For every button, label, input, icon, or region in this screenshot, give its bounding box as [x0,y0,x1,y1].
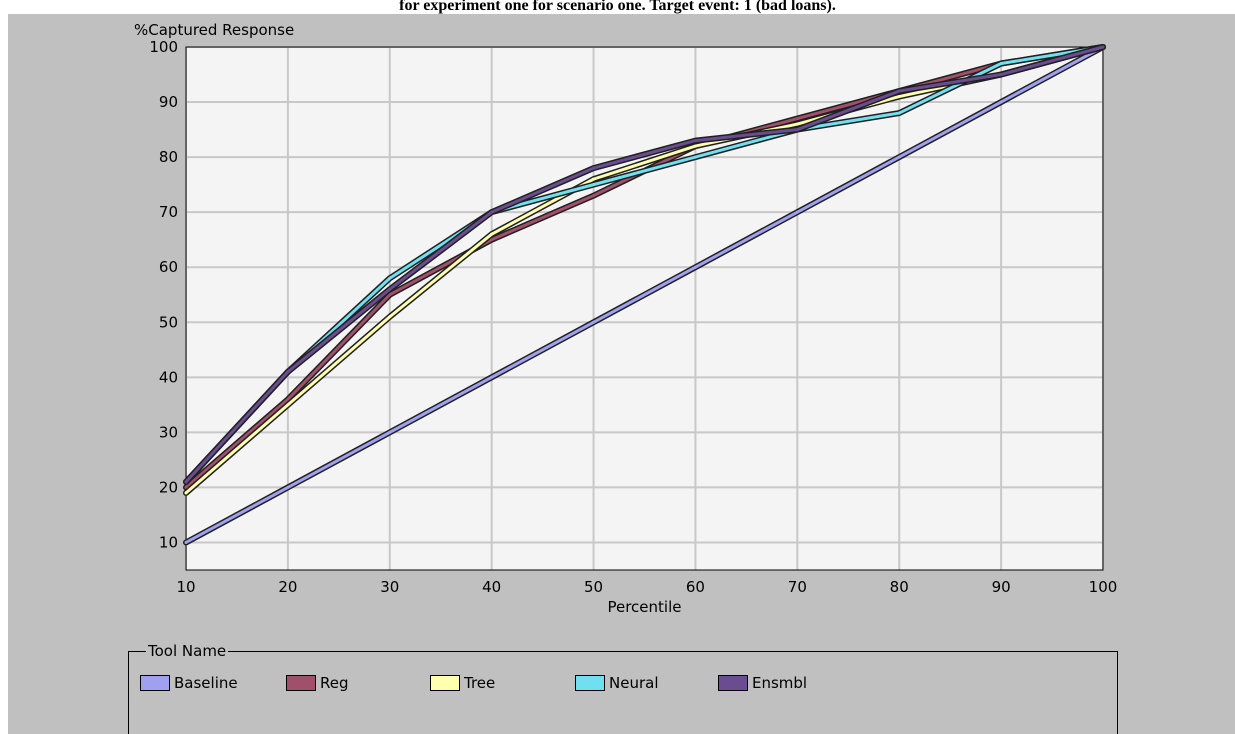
y-tick-label: 40 [159,368,178,386]
data-point-ensmbl [1101,45,1105,49]
legend-swatch [575,675,605,691]
y-tick-label: 80 [159,148,178,166]
legend-item-tree: Tree [430,674,495,692]
data-point-baseline [693,265,697,269]
data-point-baseline [592,320,596,324]
data-point-baseline [795,210,799,214]
legend-label: Reg [320,674,349,692]
data-point-ensmbl [490,210,494,214]
x-tick-label: 40 [482,578,501,596]
x-tick-label: 100 [1089,578,1118,596]
data-point-tree [795,122,799,126]
data-point-reg [795,117,799,121]
data-point-ensmbl [795,128,799,132]
data-point-ensmbl [184,480,188,484]
x-axis-label: Percentile [607,598,681,616]
data-point-ensmbl [592,166,596,170]
data-point-neural [999,62,1003,66]
x-tick-label: 90 [992,578,1011,596]
data-point-tree [388,315,392,319]
legend-item-reg: Reg [286,674,349,692]
data-point-reg [490,238,494,242]
y-tick-label: 20 [159,478,178,496]
x-tick-label: 20 [278,578,297,596]
x-tick-label: 30 [380,578,399,596]
data-point-baseline [897,155,901,159]
data-point-baseline [184,540,188,544]
legend-label: Ensmbl [752,674,808,692]
y-tick-label: 70 [159,203,178,221]
data-point-tree [184,491,188,495]
y-tick-label: 30 [159,423,178,441]
data-point-ensmbl [999,73,1003,77]
data-point-reg [286,397,290,401]
data-point-tree [592,177,596,181]
data-point-ensmbl [388,287,392,291]
x-tick-label: 50 [584,578,603,596]
data-point-reg [184,485,188,489]
data-point-ensmbl [897,89,901,93]
legend-item-ensmbl: Ensmbl [718,674,807,692]
data-point-reg [388,293,392,297]
data-point-neural [897,111,901,115]
legend-swatch [430,675,460,691]
data-point-neural [592,183,596,187]
data-point-tree [490,232,494,236]
data-point-baseline [999,100,1003,104]
legend-swatch [718,675,748,691]
y-tick-label: 10 [159,533,178,551]
data-point-baseline [490,375,494,379]
data-point-ensmbl [286,370,290,374]
y-tick-label: 90 [159,93,178,111]
legend-item-neural: Neural [575,674,658,692]
legend-title: Tool Name [146,642,229,660]
legend-label: Neural [609,674,659,692]
data-point-tree [897,95,901,99]
y-tick-label: 50 [159,313,178,331]
x-tick-label: 60 [686,578,705,596]
y-tick-label: 60 [159,258,178,276]
data-point-tree [693,144,697,148]
chart-caption: for experiment one for scenario one. Tar… [0,0,1235,14]
legend-swatch [286,675,316,691]
data-point-baseline [286,485,290,489]
series-line-neural [184,45,1105,484]
y-axis-label: %Captured Response [134,21,294,39]
data-point-neural [693,155,697,159]
legend-item-baseline: Baseline [140,674,238,692]
plot-frame [185,46,1104,571]
legend-label: Baseline [174,674,238,692]
series-line-ensmbl [184,45,1105,484]
series-line-baseline [184,45,1105,544]
data-point-ensmbl [693,139,697,143]
plot-area [185,46,1104,571]
data-point-baseline [388,430,392,434]
x-tick-label: 80 [890,578,909,596]
x-tick-label: 70 [788,578,807,596]
legend-swatch [140,675,170,691]
y-tick-label: 100 [149,38,178,56]
legend-frame [128,651,1118,734]
data-point-neural [388,276,392,280]
data-point-reg [592,194,596,198]
data-point-tree [286,403,290,407]
legend-label: Tree [464,674,496,692]
x-tick-label: 10 [176,578,195,596]
